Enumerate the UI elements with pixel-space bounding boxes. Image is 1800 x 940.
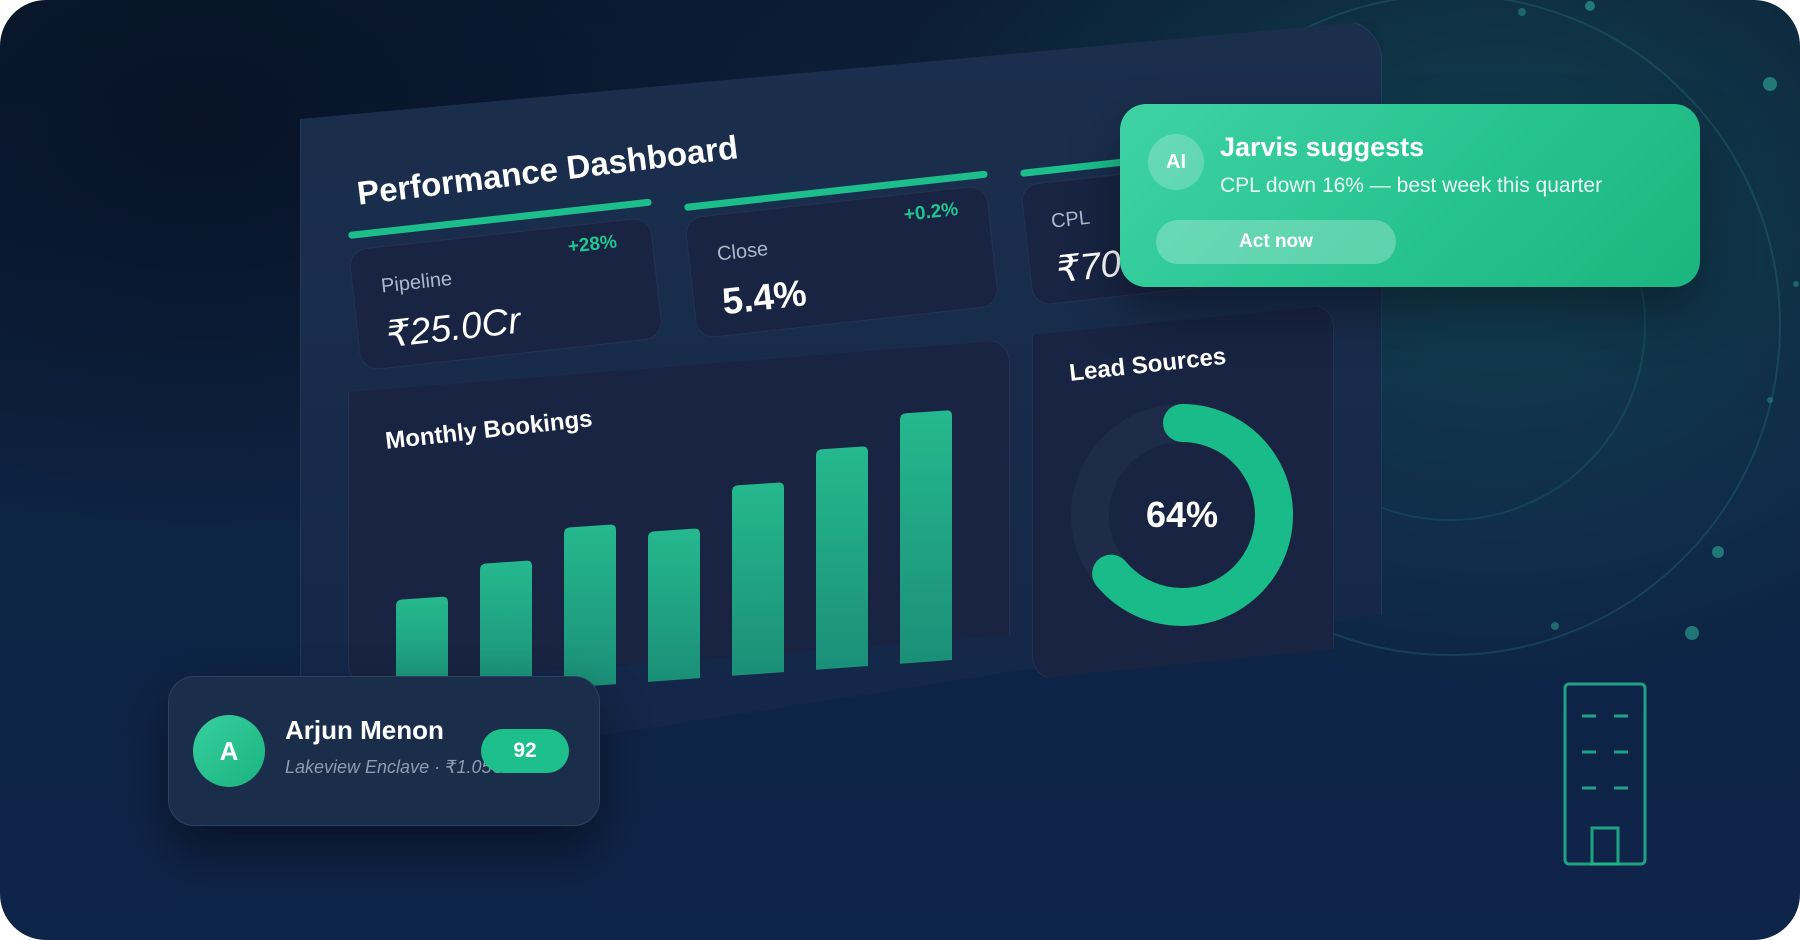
lead-name: Arjun Menon: [285, 715, 444, 746]
lead-avatar: A: [193, 715, 265, 787]
jarvis-title: Jarvis suggests: [1220, 132, 1424, 163]
jarvis-suggestion-card: AI Jarvis suggests CPL down 16% — best w…: [1120, 104, 1700, 287]
lead-card[interactable]: A Arjun Menon Lakeview Enclave · ₹1.05Cr…: [168, 676, 600, 826]
lead-subtitle: Lakeview Enclave · ₹1.05Cr: [285, 757, 511, 778]
ai-avatar: AI: [1148, 134, 1204, 190]
jarvis-message: CPL down 16% — best week this quarter: [1220, 174, 1602, 198]
donut-center-label: 64%: [1146, 494, 1218, 535]
act-now-button[interactable]: Act now: [1156, 220, 1396, 264]
lead-score-badge: 92: [481, 729, 569, 773]
